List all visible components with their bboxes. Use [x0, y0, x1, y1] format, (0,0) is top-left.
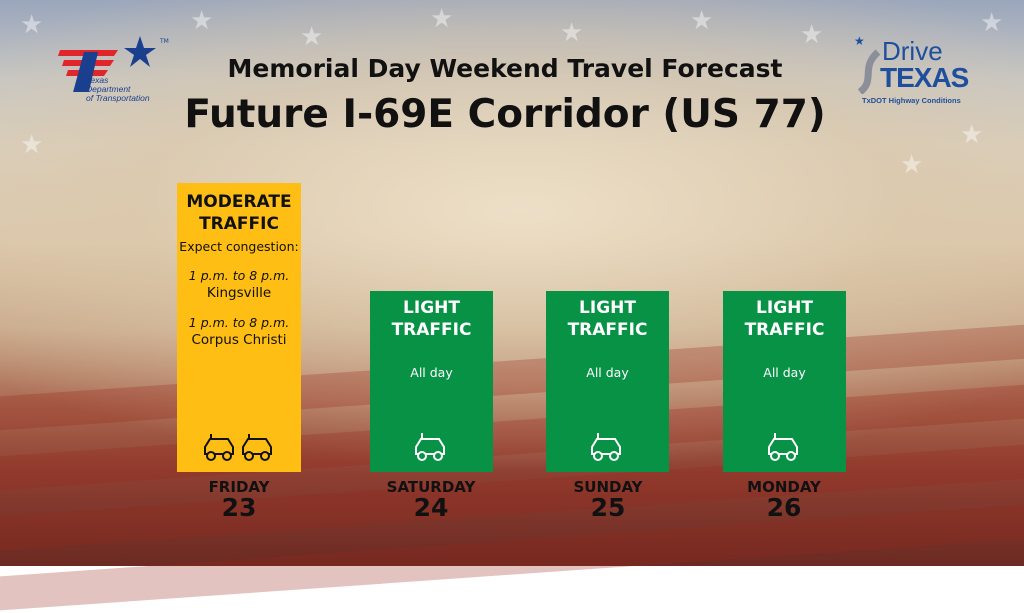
- traffic-card-sunday: LIGHT TRAFFIC All day: [546, 291, 669, 472]
- star-icon: ★: [690, 6, 714, 36]
- txdot-logo: TM Texas Department of Transportation: [58, 32, 169, 112]
- traffic-level: TRAFFIC: [391, 320, 472, 340]
- star-icon: ★: [560, 18, 584, 48]
- car-icon: [767, 433, 798, 461]
- day-name: MONDAY: [747, 478, 821, 496]
- day-label-friday: FRIDAY 23: [164, 479, 314, 521]
- star-icon: ★: [980, 8, 1004, 38]
- traffic-level: LIGHT: [403, 298, 460, 318]
- time-window: 1 p.m. to 8 p.m.: [188, 315, 290, 330]
- day-date: 25: [590, 493, 626, 522]
- day-name: FRIDAY: [208, 478, 270, 496]
- car-icon: [204, 434, 272, 461]
- car-icons: [546, 430, 669, 468]
- star-icon: ★: [190, 6, 214, 36]
- texas-word: TEXAS: [880, 62, 969, 93]
- day-name: SUNDAY: [573, 478, 643, 496]
- star-icon: ★: [800, 20, 824, 50]
- day-label-monday: MONDAY 26: [709, 479, 859, 521]
- day-label-sunday: SUNDAY 25: [533, 479, 683, 521]
- time-window: 1 p.m. to 8 p.m.: [188, 268, 290, 283]
- star-icon: ★: [900, 150, 924, 180]
- traffic-card-monday: LIGHT TRAFFIC All day: [723, 291, 846, 472]
- star-icon: ★: [20, 10, 44, 40]
- location: Corpus Christi: [191, 332, 287, 348]
- traffic-card-friday: MODERATE TRAFFIC Expect congestion: 1 p.…: [177, 183, 301, 472]
- car-icons: [723, 430, 846, 468]
- congestion-note: Expect congestion:: [179, 239, 299, 254]
- star-icon: ★: [960, 120, 984, 150]
- drivetexas-tagline: TxDOT Highway Conditions: [862, 96, 961, 105]
- txdot-text-line: Department: [86, 84, 131, 94]
- corridor-title: Future I-69E Corridor (US 77): [184, 92, 826, 137]
- star-icon: ★: [20, 130, 44, 160]
- car-icon: [590, 433, 621, 461]
- star-icon: ★: [300, 22, 324, 52]
- traffic-level: TRAFFIC: [567, 320, 648, 340]
- forecast-title: Memorial Day Weekend Travel Forecast: [227, 54, 783, 83]
- traffic-note: All day: [410, 365, 453, 380]
- day-date: 24: [413, 493, 449, 522]
- star-icon: ★: [854, 34, 865, 48]
- location: Kingsville: [206, 285, 272, 301]
- day-label-saturday: SATURDAY 24: [356, 479, 506, 521]
- traffic-level: LIGHT: [756, 298, 813, 318]
- traffic-level: TRAFFIC: [744, 320, 825, 340]
- drive-word: Drive: [882, 36, 943, 66]
- car-icons: [370, 430, 493, 468]
- day-name: SATURDAY: [386, 478, 476, 496]
- txdot-text-line: of Transportation: [86, 93, 150, 103]
- car-icon: [414, 433, 445, 461]
- traffic-note: All day: [586, 365, 629, 380]
- day-date: 26: [766, 493, 802, 522]
- traffic-level: MODERATE: [186, 192, 292, 212]
- traffic-card-saturday: LIGHT TRAFFIC All day: [370, 291, 493, 472]
- star-icon: ★: [430, 4, 454, 34]
- txdot-text-line: Texas: [86, 75, 109, 85]
- day-date: 23: [221, 493, 257, 522]
- drivetexas-logo: ★ Drive TEXAS TxDOT Highway Conditions: [850, 34, 970, 108]
- traffic-level: LIGHT: [579, 298, 636, 318]
- trademark-mark: TM: [160, 38, 169, 45]
- traffic-note: All day: [763, 365, 806, 380]
- car-icons: [177, 430, 301, 468]
- traffic-level: TRAFFIC: [199, 214, 279, 234]
